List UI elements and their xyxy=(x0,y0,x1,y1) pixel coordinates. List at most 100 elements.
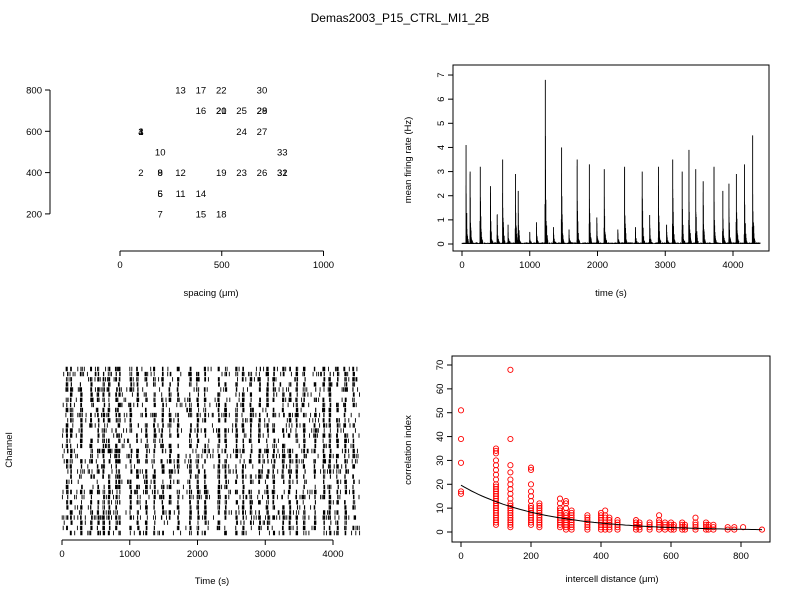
raster-x-tick-label: 4000 xyxy=(322,549,343,560)
correlation-point xyxy=(692,524,699,531)
layout-y-tick-label: 200 xyxy=(26,209,42,220)
correlation-point xyxy=(584,519,591,526)
correlation-point xyxy=(556,500,564,507)
correlation-point xyxy=(710,526,717,533)
raster-channel xyxy=(69,510,347,515)
correlation-point xyxy=(692,519,699,526)
correlation-point xyxy=(614,517,621,524)
correlation-x-tick-label: 800 xyxy=(733,551,749,562)
electrode-label: 22 xyxy=(216,86,227,97)
correlation-x-tick-label: 200 xyxy=(523,551,539,562)
correlation-point xyxy=(562,500,570,507)
correlation-point xyxy=(606,517,613,524)
correlation-point xyxy=(584,517,591,524)
raster-channel xyxy=(65,412,360,418)
correlation-point xyxy=(457,407,465,414)
correlation-y-tick-label: 40 xyxy=(435,431,446,442)
correlation-point xyxy=(507,500,514,507)
raster-channel xyxy=(65,397,355,402)
raster-channel xyxy=(69,530,361,536)
electrode-label: 32 xyxy=(277,168,288,179)
correlation-point xyxy=(507,517,514,524)
electrode-label: 25 xyxy=(236,106,247,117)
correlation-point xyxy=(636,524,643,531)
electrode-label: 9 xyxy=(158,168,163,179)
electrode-label: 5 xyxy=(158,189,163,200)
firing-rate-x-tick-label: 1000 xyxy=(519,260,540,271)
correlation-point xyxy=(536,524,543,531)
correlation-x-tick-label: 400 xyxy=(593,551,609,562)
correlation-y-tick-label: 60 xyxy=(435,384,446,395)
correlation-point xyxy=(614,519,621,526)
correlation-point xyxy=(556,521,564,528)
raster-channel xyxy=(67,469,349,474)
correlation-point xyxy=(536,502,543,509)
electrode-label: 28 xyxy=(257,106,268,117)
correlation-point xyxy=(492,502,500,509)
correlation-point xyxy=(457,435,465,443)
correlation-point xyxy=(536,500,543,507)
layout-x-tick-label: 1000 xyxy=(313,260,334,271)
layout-x-tick-label: 0 xyxy=(117,260,122,271)
electrode-label: 15 xyxy=(196,209,207,220)
layout-xlabel: spacing (μm) xyxy=(183,288,238,299)
correlation-point xyxy=(656,519,663,526)
correlation-point xyxy=(492,466,500,474)
raster-x-tick-label: 3000 xyxy=(255,549,276,560)
correlation-y-tick-label: 30 xyxy=(435,455,446,466)
correlation-point xyxy=(536,519,543,526)
correlation-point xyxy=(507,519,514,526)
correlation-point xyxy=(492,450,500,457)
correlation-point xyxy=(661,519,669,526)
electrode-label: 8 xyxy=(158,168,163,179)
raster-channel xyxy=(65,387,359,392)
correlation-x-tick-label: 0 xyxy=(458,551,463,562)
raster-channel xyxy=(66,464,356,469)
raster-channel xyxy=(62,433,360,438)
correlation-fit-curve xyxy=(460,484,762,531)
correlation-point xyxy=(562,497,570,505)
firing-rate-y-tick-label: 4 xyxy=(436,145,447,150)
correlation-point xyxy=(492,486,500,493)
electrode-label: 4 xyxy=(138,127,143,138)
correlation-point xyxy=(568,526,575,533)
correlation-point xyxy=(507,521,514,528)
raster-channel xyxy=(62,453,359,459)
firing-rate-y-tick-label: 1 xyxy=(436,217,447,222)
correlation-frame xyxy=(451,355,771,543)
correlation-panel: intercell distance (μm) correlation inde… xyxy=(403,415,659,585)
raster-channel xyxy=(69,392,360,397)
raster-channel xyxy=(70,474,354,479)
firing-rate-x-tick-label: 3000 xyxy=(655,260,676,271)
layout-y-tick-label: 400 xyxy=(26,168,42,179)
correlation-point xyxy=(527,502,535,509)
firing-rate-x-tick-label: 0 xyxy=(459,260,464,271)
correlation-point xyxy=(584,526,591,533)
raster-channel xyxy=(65,423,356,428)
firing-rate-x-tick-label: 2000 xyxy=(587,260,608,271)
firing-rate-panel: time (s) mean firing rate (Hz) xyxy=(403,117,627,299)
electrode-label: 24 xyxy=(236,127,247,138)
electrode-label: 12 xyxy=(175,168,186,179)
correlation-point xyxy=(527,519,535,526)
correlation-point xyxy=(507,435,514,443)
correlation-point xyxy=(457,488,465,495)
electrode-label: 33 xyxy=(277,147,288,158)
firing-rate-ylabel: mean firing rate (Hz) xyxy=(403,117,414,204)
raster-ylabel: Channel xyxy=(4,432,15,467)
correlation-point xyxy=(507,469,514,476)
correlation-point xyxy=(606,524,613,531)
correlation-point xyxy=(646,519,653,526)
correlation-y-tick-label: 20 xyxy=(435,479,446,490)
correlation-point xyxy=(681,524,689,531)
electrode-label: 26 xyxy=(257,168,268,179)
correlation-point xyxy=(556,524,564,531)
correlation-point xyxy=(527,517,535,524)
correlation-point xyxy=(507,462,514,469)
firing-rate-y-tick-label: 6 xyxy=(436,97,447,102)
firing-rate-y-tick-label: 0 xyxy=(436,241,447,246)
raster-channel xyxy=(62,402,357,408)
correlation-point xyxy=(457,459,465,466)
correlation-x-tick-label: 600 xyxy=(663,551,679,562)
